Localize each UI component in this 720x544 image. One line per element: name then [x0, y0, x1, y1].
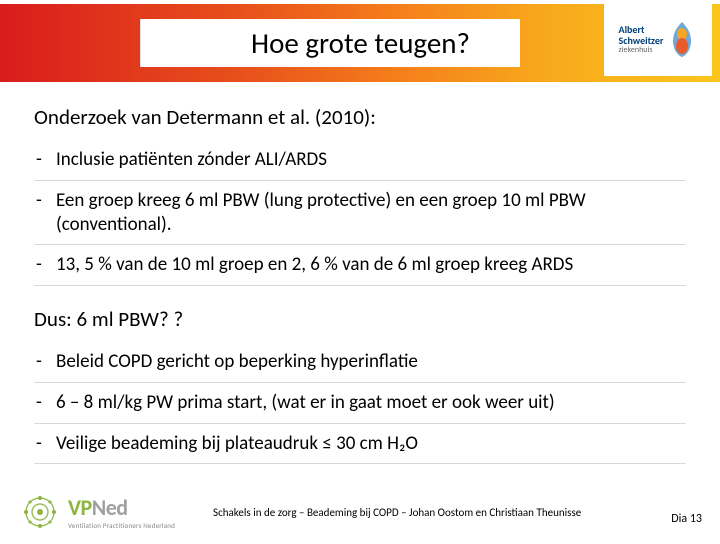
list-item: Beleid COPD gericht op beperking hyperin…	[34, 342, 686, 383]
slide-number: Dia 13	[671, 512, 702, 526]
section1-intro: Onderzoek van Determann et al. (2010):	[34, 104, 686, 130]
logo-sub: ziekenhuis	[619, 46, 664, 55]
list-item: 13, 5 % van de 10 ml groep en 2, 6 % van…	[34, 245, 686, 286]
list-item: Inclusie patiënten zónder ALI/ARDS	[34, 140, 686, 181]
hospital-logo-icon	[667, 19, 697, 59]
logo-line2: Schweitzer	[619, 35, 664, 46]
slide-title: Hoe grote teugen?	[251, 25, 470, 61]
vpned-logo: VPNed Ventilation Practitioners Nederlan…	[18, 490, 175, 534]
footer-caption: Schakels in de zorg – Beademing bij COPD…	[213, 506, 702, 519]
list-item: Veilige beademing bij plateaudruk ≤ 30 c…	[34, 424, 686, 465]
list-item: Een groep kreeg 6 ml PBW (lung protectiv…	[34, 181, 686, 246]
vpned-logo-text: VPNed	[68, 494, 175, 521]
title-box: Hoe grote teugen?	[140, 19, 520, 67]
slide-content: Onderzoek van Determann et al. (2010): I…	[0, 82, 720, 464]
footer: VPNed Ventilation Practitioners Nederlan…	[0, 490, 720, 534]
vpned-logo-icon	[18, 490, 62, 534]
logo-line1: Albert	[619, 24, 664, 35]
hospital-logo: Albert Schweitzer ziekenhuis	[604, 2, 712, 76]
section2-intro: Dus: 6 ml PBW? ?	[34, 306, 686, 332]
list-item: 6 – 8 ml/kg PW prima start, (wat er in g…	[34, 383, 686, 424]
section1-list: Inclusie patiënten zónder ALI/ARDS Een g…	[34, 140, 686, 286]
section2-list: Beleid COPD gericht op beperking hyperin…	[34, 342, 686, 464]
header-band: Hoe grote teugen? Albert Schweitzer ziek…	[0, 4, 720, 82]
vpned-logo-sub: Ventilation Practitioners Nederland	[68, 521, 175, 530]
